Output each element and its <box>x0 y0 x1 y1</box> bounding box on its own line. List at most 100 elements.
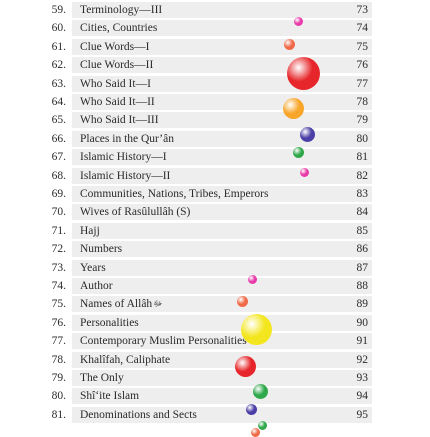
toc-row[interactable]: 77. Contemporary Muslim Personalities 91 <box>0 332 430 350</box>
chapter-title[interactable]: Who Said It—II <box>80 94 155 110</box>
page-number: 82 <box>356 169 369 182</box>
chapter-title-text: Islamic History—I <box>80 151 167 164</box>
chapter-title[interactable]: Hajj <box>80 223 100 239</box>
toc-row[interactable]: 70. Wives of Rasûlullâh (S) 84 <box>0 203 430 221</box>
chapter-title[interactable]: Who Said It—III <box>80 112 159 128</box>
chapter-title[interactable]: Islamic History—I <box>80 149 167 165</box>
chapter-title[interactable]: Years <box>80 260 106 276</box>
row-background <box>72 388 372 405</box>
chapter-title-text: The Only <box>80 372 124 384</box>
decorative-sphere <box>257 420 267 430</box>
toc-row[interactable]: 69. Communities, Nations, Tribes, Emperor… <box>0 185 430 203</box>
page-number: 86 <box>356 243 369 256</box>
chapter-title[interactable]: Denominations and Sects <box>80 407 197 423</box>
toc-row[interactable]: 65. Who Said It—III 79 <box>0 111 430 129</box>
chapter-number: 75. <box>51 298 66 311</box>
decorative-sphere <box>245 403 257 415</box>
toc-row[interactable]: 60. Cities, Countries 74 <box>0 19 430 37</box>
decorative-sphere <box>236 295 248 307</box>
row-background <box>72 241 372 258</box>
toc-row[interactable]: 74. Author 88 <box>0 277 430 295</box>
chapter-title[interactable]: Names of Allâhﷻ <box>80 296 162 312</box>
toc-row[interactable]: 80. Shî‘ite Islam 94 <box>0 387 430 405</box>
chapter-title[interactable]: The Only <box>80 370 124 386</box>
chapter-title-text: Communities, Nations, Tribes, Emperors <box>80 188 269 200</box>
chapter-number: 81. <box>51 408 66 421</box>
toc-row[interactable]: 81. Denominations and Sects 95 <box>0 406 430 424</box>
chapter-number: 71. <box>51 224 66 237</box>
decorative-sphere <box>299 126 315 142</box>
toc-row[interactable]: 59. Terminology—III 73 <box>0 1 430 19</box>
page-number: 89 <box>356 298 369 311</box>
chapter-title-text: Clue Words—I <box>80 40 150 53</box>
chapter-number: 80. <box>51 390 66 403</box>
decorative-sphere <box>234 355 256 377</box>
toc-row[interactable]: 63. Who Said It—I 77 <box>0 75 430 93</box>
chapter-title-text: Names of Allâh <box>80 298 153 311</box>
chapter-title-text: Contemporary Muslim Personalities <box>80 335 247 348</box>
decorative-sphere <box>293 16 303 26</box>
decorative-sphere <box>282 97 304 119</box>
decorative-sphere <box>247 274 257 284</box>
chapter-title-text: Terminology—III <box>80 4 163 16</box>
row-background <box>72 130 372 147</box>
chapter-title-text: Denominations and Sects <box>80 408 197 421</box>
toc-row[interactable]: 76. Personalities 90 <box>0 314 430 332</box>
chapter-title[interactable]: Contemporary Muslim Personalities <box>80 333 247 349</box>
honorific-glyph: ﷻ <box>153 299 163 309</box>
chapter-number: 60. <box>51 22 66 35</box>
toc-row[interactable]: 68. Islamic History—II 82 <box>0 167 430 185</box>
row-background <box>72 278 372 294</box>
chapter-title[interactable]: Personalities <box>80 315 139 331</box>
chapter-title[interactable]: Author <box>80 278 113 294</box>
page-number: 84 <box>356 206 369 219</box>
toc-row[interactable]: 61. Clue Words—I 75 <box>0 38 430 56</box>
chapter-title[interactable]: Clue Words—I <box>80 39 149 55</box>
page-number: 92 <box>356 353 369 366</box>
toc-row[interactable]: 62. Clue Words—II 76 <box>0 56 430 74</box>
chapter-number: 78. <box>51 353 66 366</box>
chapter-number: 77. <box>51 335 66 348</box>
row-background <box>72 38 372 55</box>
chapter-title[interactable]: Clue Words—II <box>80 57 153 73</box>
toc-row[interactable]: 71. Hajj 85 <box>0 222 430 240</box>
chapter-number: 69. <box>51 188 66 200</box>
chapter-number: 62. <box>51 59 66 72</box>
toc-row[interactable]: 79. The Only 93 <box>0 369 430 387</box>
toc-row[interactable]: 72. Numbers 86 <box>0 240 430 258</box>
decorative-sphere <box>240 313 272 345</box>
page-number: 77 <box>356 77 369 90</box>
chapter-title[interactable]: Who Said It—I <box>80 76 151 92</box>
row-background <box>72 370 372 386</box>
toc-row[interactable]: 64. Who Said It—II 78 <box>0 93 430 111</box>
chapter-title[interactable]: Islamic History—II <box>80 168 170 184</box>
row-background <box>72 204 372 221</box>
toc-row[interactable]: 67. Islamic History—I 81 <box>0 148 430 166</box>
chapter-title[interactable]: Cities, Countries <box>80 20 157 36</box>
toc-row[interactable]: 73. Years 87 <box>0 259 430 277</box>
page-number: 74 <box>356 22 369 35</box>
page-number: 95 <box>356 408 369 421</box>
chapter-number: 67. <box>51 151 66 164</box>
chapter-title-text: Years <box>80 261 106 274</box>
chapter-title[interactable]: Numbers <box>80 241 122 257</box>
page-number: 79 <box>356 114 369 127</box>
row-background <box>72 351 372 368</box>
chapter-title[interactable]: Terminology—III <box>80 2 162 18</box>
toc-row[interactable]: 75. Names of Allâhﷻ 89 <box>0 295 430 313</box>
chapter-title-text: Who Said It—II <box>80 96 155 108</box>
chapter-number: 66. <box>51 132 66 145</box>
row-background <box>72 2 372 18</box>
chapter-title[interactable]: Shî‘ite Islam <box>80 388 139 404</box>
chapter-title[interactable]: Communities, Nations, Tribes, Emperors <box>80 186 268 202</box>
chapter-title[interactable]: Khalîfah, Caliphate <box>80 352 170 368</box>
chapter-title[interactable]: Wives of Rasûlullâh (S) <box>80 204 190 220</box>
chapter-number: 72. <box>51 243 66 256</box>
chapter-title-text: Personalities <box>80 316 139 329</box>
toc-row[interactable]: 66. Places in the Qur’ân 80 <box>0 130 430 148</box>
chapter-title[interactable]: Places in the Qur’ân <box>80 131 174 147</box>
toc-row[interactable]: 78. Khalîfah, Caliphate 92 <box>0 351 430 369</box>
chapter-number: 65. <box>51 114 66 127</box>
chapter-number: 61. <box>51 40 66 53</box>
